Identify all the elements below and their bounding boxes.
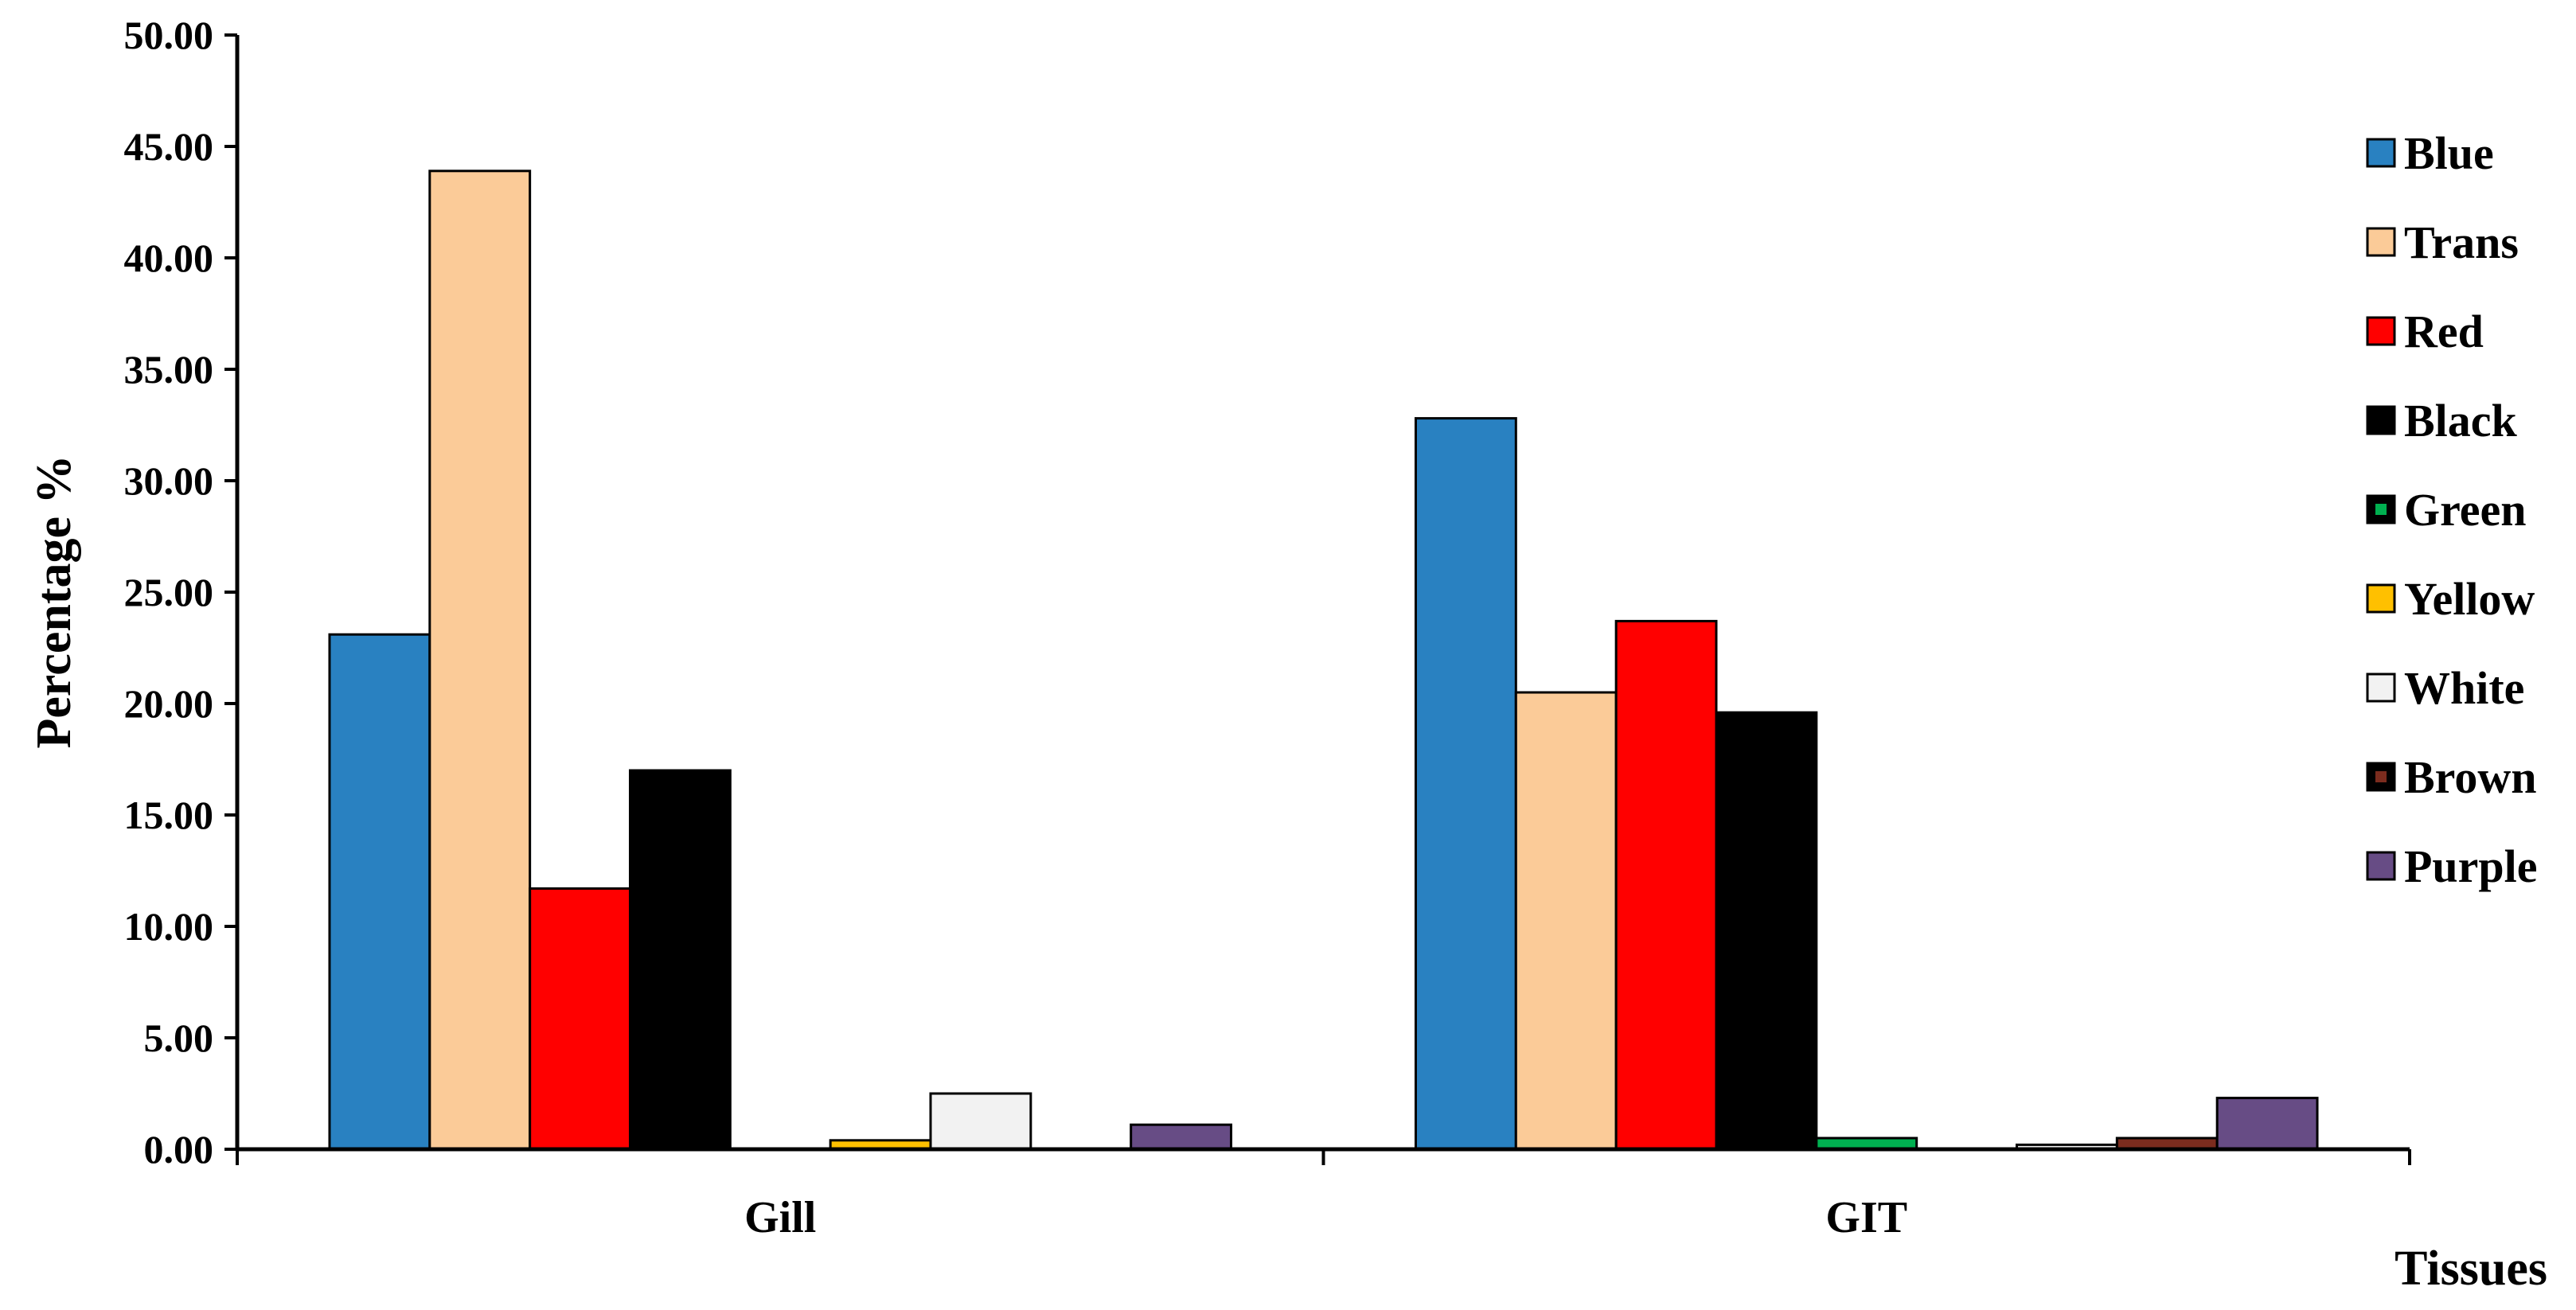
bar-gill-trans (428, 170, 532, 1151)
legend-label: Yellow (2404, 573, 2535, 625)
bar-git-black (1715, 711, 1818, 1151)
x-axis-title: Tissues (2395, 1242, 2547, 1296)
legend-label: Red (2404, 306, 2484, 357)
legend-swatch-inner (2375, 504, 2387, 515)
legend-swatch-trans (2366, 227, 2396, 257)
legend-label: Green (2404, 484, 2527, 536)
legend-swatch-yellow (2366, 583, 2396, 614)
legend-swatch-black (2366, 405, 2396, 435)
x-category-label: Gill (744, 1193, 816, 1242)
y-tick-label: 35.00 (124, 347, 214, 392)
x-category-label: GIT (1825, 1193, 1907, 1242)
x-axis-category-labels: Gill GIT (744, 1193, 1907, 1242)
legend-label: Brown (2404, 751, 2537, 803)
axes (235, 35, 2411, 1165)
legend-swatch-blue (2366, 138, 2396, 168)
y-axis-ticks: 0.00 5.00 10.00 15.00 20.00 25.00 30.00 35.00 40… (124, 13, 237, 1172)
y-tick-label: 45.00 (124, 124, 214, 169)
legend-label: Blue (2404, 127, 2494, 179)
y-tick-label: 30.00 (124, 458, 214, 503)
legend-label: White (2404, 662, 2524, 714)
y-axis-title: Percentage % (27, 455, 81, 749)
bar-git-red (1614, 619, 1718, 1151)
legend-swatch-white (2366, 673, 2396, 703)
legend-swatch-red (2366, 316, 2396, 346)
legend-label: Purple (2404, 840, 2538, 892)
bar-gill-black (628, 769, 732, 1151)
y-tick-label: 20.00 (124, 681, 214, 726)
y-tick-label: 50.00 (124, 13, 214, 57)
bar-git-blue (1414, 417, 1517, 1151)
bar-gill-red (529, 887, 631, 1151)
legend-label: Trans (2404, 216, 2519, 268)
legend-swatch-purple (2366, 851, 2396, 881)
bar-git-purple (2215, 1097, 2319, 1151)
bar-gill-blue (328, 633, 431, 1151)
legend-label: Black (2404, 395, 2518, 446)
legend: Blue Trans Red Black Green Yellow White Brown Pu… (2366, 127, 2538, 892)
bar-gill-white (929, 1092, 1032, 1151)
bars (328, 170, 2319, 1151)
y-tick-label: 0.00 (144, 1127, 214, 1172)
y-tick-label: 5.00 (144, 1016, 214, 1060)
bar-git-trans (1514, 691, 1618, 1151)
y-tick-label: 15.00 (124, 793, 214, 837)
y-tick-label: 40.00 (124, 236, 214, 280)
y-tick-label: 10.00 (124, 904, 214, 949)
legend-swatch-inner (2375, 771, 2387, 782)
bar-gill-purple (1130, 1123, 1233, 1151)
y-tick-label: 25.00 (124, 570, 214, 614)
